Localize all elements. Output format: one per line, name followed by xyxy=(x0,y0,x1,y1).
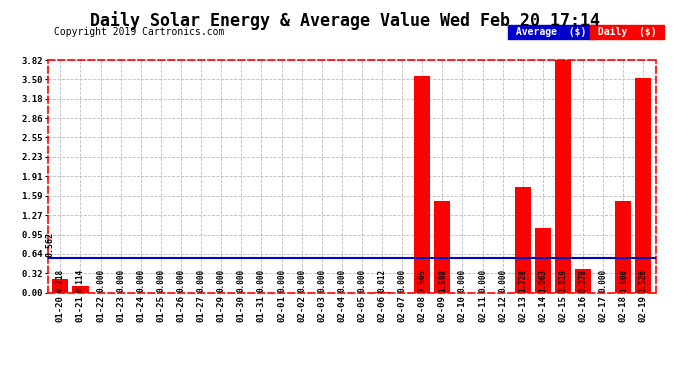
Text: Copyright 2019 Cartronics.com: Copyright 2019 Cartronics.com xyxy=(55,27,225,37)
Text: 1.508: 1.508 xyxy=(438,269,447,292)
Text: 0.000: 0.000 xyxy=(397,269,406,292)
Text: 0.000: 0.000 xyxy=(257,269,266,292)
Text: 0.000: 0.000 xyxy=(297,269,306,292)
Text: 0.000: 0.000 xyxy=(337,269,346,292)
Text: 0.378: 0.378 xyxy=(579,269,588,292)
Text: 0.000: 0.000 xyxy=(498,269,507,292)
Bar xyxy=(575,270,591,292)
Text: 0.000: 0.000 xyxy=(96,269,105,292)
Text: 0.000: 0.000 xyxy=(157,269,166,292)
Text: 0.000: 0.000 xyxy=(458,269,467,292)
Bar xyxy=(414,75,431,292)
Text: 1.500: 1.500 xyxy=(619,269,628,292)
Text: 3.526: 3.526 xyxy=(639,269,648,292)
Text: Daily Solar Energy & Average Value Wed Feb 20 17:14: Daily Solar Energy & Average Value Wed F… xyxy=(90,11,600,30)
Bar xyxy=(515,188,531,292)
Text: 0.000: 0.000 xyxy=(237,269,246,292)
Text: 0.218: 0.218 xyxy=(56,269,65,292)
Text: 0.000: 0.000 xyxy=(357,269,366,292)
Bar xyxy=(72,285,88,292)
Text: 0.000: 0.000 xyxy=(277,269,286,292)
Bar xyxy=(615,201,631,292)
Bar xyxy=(52,279,68,292)
Text: 0.114: 0.114 xyxy=(76,269,85,292)
Text: Daily  ($): Daily ($) xyxy=(592,27,662,37)
Text: 1.728: 1.728 xyxy=(518,269,527,292)
Text: 0.562: 0.562 xyxy=(46,232,55,257)
Text: 1.063: 1.063 xyxy=(538,269,547,292)
Bar xyxy=(434,201,451,292)
Bar xyxy=(535,228,551,292)
Text: Average  ($): Average ($) xyxy=(510,27,592,37)
Text: 0.000: 0.000 xyxy=(478,269,487,292)
Bar xyxy=(635,78,651,292)
Text: 0.012: 0.012 xyxy=(377,269,386,292)
Text: 0.000: 0.000 xyxy=(177,269,186,292)
Text: 3.565: 3.565 xyxy=(417,269,427,292)
Text: 0.000: 0.000 xyxy=(116,269,125,292)
Bar xyxy=(555,60,571,292)
Text: 0.000: 0.000 xyxy=(217,269,226,292)
Text: 3.819: 3.819 xyxy=(558,269,567,292)
Text: 0.000: 0.000 xyxy=(599,269,608,292)
Text: 0.000: 0.000 xyxy=(137,269,146,292)
Text: 0.000: 0.000 xyxy=(317,269,326,292)
Text: 0.000: 0.000 xyxy=(197,269,206,292)
